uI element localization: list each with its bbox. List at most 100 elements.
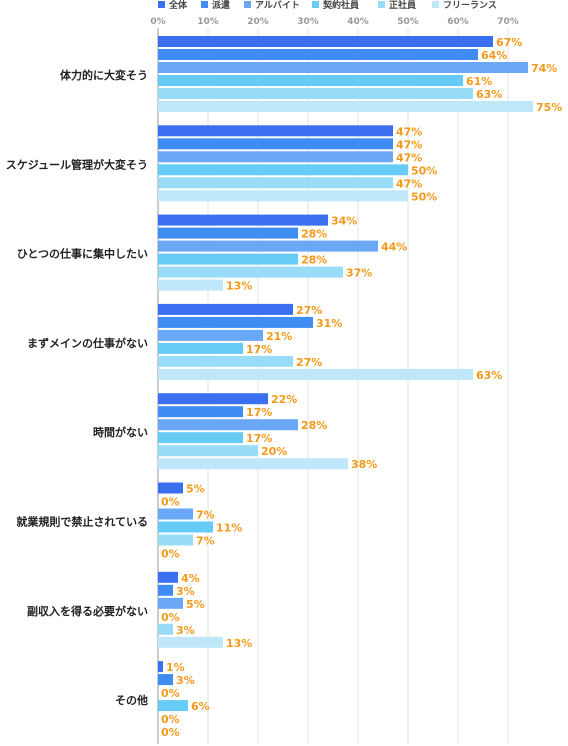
bar-7-3 (158, 700, 188, 712)
category-label-5: 就業規則で禁止されている (16, 515, 148, 529)
bar-1-4 (158, 177, 393, 189)
bar-4-4 (158, 445, 258, 457)
legend-label-0: 全体 (168, 0, 188, 11)
bar-6-4 (158, 623, 173, 635)
bar-2-1 (158, 227, 298, 239)
value-label-3-2: 21% (266, 330, 292, 343)
value-label-3-0: 27% (296, 304, 322, 317)
x-tick-label-7: 70% (497, 17, 519, 27)
bar-5-3 (158, 521, 213, 533)
x-tick-label-5: 50% (397, 17, 419, 27)
value-labels: 67%64%74%61%63%75%47%47%47%50%47%50%34%2… (161, 36, 562, 739)
value-label-0-4: 63% (476, 88, 502, 101)
value-label-3-5: 63% (476, 369, 502, 382)
value-label-6-3: 0% (161, 611, 180, 624)
bar-1-0 (158, 125, 393, 137)
category-label-0: 体力的に大変そう (60, 68, 148, 82)
bars (158, 36, 533, 712)
x-tick-label-0: 0% (150, 17, 165, 27)
legend-swatch-4 (378, 1, 385, 8)
x-axis-ticks: 0% 10% 20% 30% 40% 50% 60% 70% (150, 17, 518, 27)
legend-swatch-3 (312, 1, 319, 8)
x-tick-label-4: 40% (347, 17, 369, 27)
bar-5-2 (158, 508, 193, 520)
legend-swatch-5 (432, 1, 439, 8)
value-label-1-0: 47% (396, 125, 422, 138)
bar-1-2 (158, 151, 393, 163)
value-label-5-1: 0% (161, 496, 180, 509)
legend-swatch-2 (244, 1, 251, 8)
x-tick-label-2: 20% (247, 17, 269, 27)
value-label-7-3: 6% (191, 700, 210, 713)
legend-label-5: フリーランス (443, 0, 497, 11)
value-label-2-1: 28% (301, 228, 327, 241)
value-label-4-3: 17% (246, 432, 272, 445)
value-label-7-2: 0% (161, 687, 180, 700)
bar-6-1 (158, 584, 173, 596)
value-label-1-1: 47% (396, 138, 422, 151)
value-label-3-1: 31% (316, 317, 342, 330)
bar-2-2 (158, 240, 378, 252)
value-label-5-5: 0% (161, 548, 180, 561)
category-label-4: 時間がない (93, 425, 148, 439)
bar-3-3 (158, 342, 243, 354)
legend: 全体 派遣 アルバイト 契約社員 正社員 フリーランス (158, 0, 497, 11)
bar-5-4 (158, 534, 193, 546)
value-label-4-1: 17% (246, 406, 272, 419)
value-label-3-3: 17% (246, 343, 272, 356)
value-label-5-2: 7% (196, 509, 215, 522)
value-label-2-0: 34% (331, 215, 357, 228)
value-label-0-0: 67% (496, 36, 522, 49)
bar-6-2 (158, 597, 183, 609)
bar-7-1 (158, 674, 173, 686)
bar-2-0 (158, 214, 328, 226)
legend-swatch-1 (201, 1, 208, 8)
value-label-4-0: 22% (271, 393, 297, 406)
value-label-6-5: 13% (226, 637, 252, 650)
bar-4-3 (158, 432, 243, 444)
bar-6-0 (158, 571, 178, 583)
value-label-1-4: 47% (396, 177, 422, 190)
value-label-4-5: 38% (351, 458, 377, 471)
category-labels: 体力的に大変そうスケジュール管理が大変そうひとつの仕事に集中したいまずメインの仕… (6, 68, 148, 707)
bar-3-1 (158, 316, 313, 328)
bar-2-5 (158, 279, 223, 291)
category-label-3: まずメインの仕事がない (27, 336, 148, 350)
value-label-5-4: 7% (196, 535, 215, 548)
bar-3-0 (158, 303, 293, 315)
value-label-1-3: 50% (411, 164, 437, 177)
category-label-7: その他 (115, 693, 148, 707)
category-label-6: 副収入を得る必要がない (27, 604, 148, 618)
bar-1-5 (158, 190, 408, 202)
category-label-1: スケジュール管理が大変そう (6, 157, 148, 171)
legend-label-4: 正社員 (389, 0, 416, 11)
value-label-2-2: 44% (381, 241, 407, 254)
value-label-1-2: 47% (396, 151, 422, 164)
bar-3-4 (158, 355, 293, 367)
legend-label-2: アルバイト (255, 0, 300, 11)
value-label-7-1: 3% (176, 674, 195, 687)
value-label-4-2: 28% (301, 419, 327, 432)
x-tick-label-6: 60% (447, 17, 469, 27)
bar-7-0 (158, 661, 163, 673)
value-label-0-1: 64% (481, 49, 507, 62)
bar-0-1 (158, 49, 478, 60)
value-label-0-3: 61% (466, 75, 492, 88)
bar-4-1 (158, 406, 243, 418)
value-label-6-4: 3% (176, 624, 195, 637)
bar-4-5 (158, 458, 348, 470)
bar-5-0 (158, 482, 183, 494)
value-label-3-4: 27% (296, 356, 322, 369)
value-label-4-4: 20% (261, 445, 287, 458)
bar-0-5 (158, 101, 533, 112)
value-label-7-4: 0% (161, 713, 180, 726)
legend-label-1: 派遣 (212, 0, 230, 11)
value-label-6-0: 4% (181, 572, 200, 585)
bar-6-5 (158, 636, 223, 648)
value-label-6-2: 5% (186, 598, 205, 611)
legend-swatch-0 (158, 1, 165, 8)
category-label-2: ひとつの仕事に集中したい (17, 247, 148, 261)
value-label-2-5: 13% (226, 280, 252, 293)
x-tick-label-3: 30% (297, 17, 319, 27)
